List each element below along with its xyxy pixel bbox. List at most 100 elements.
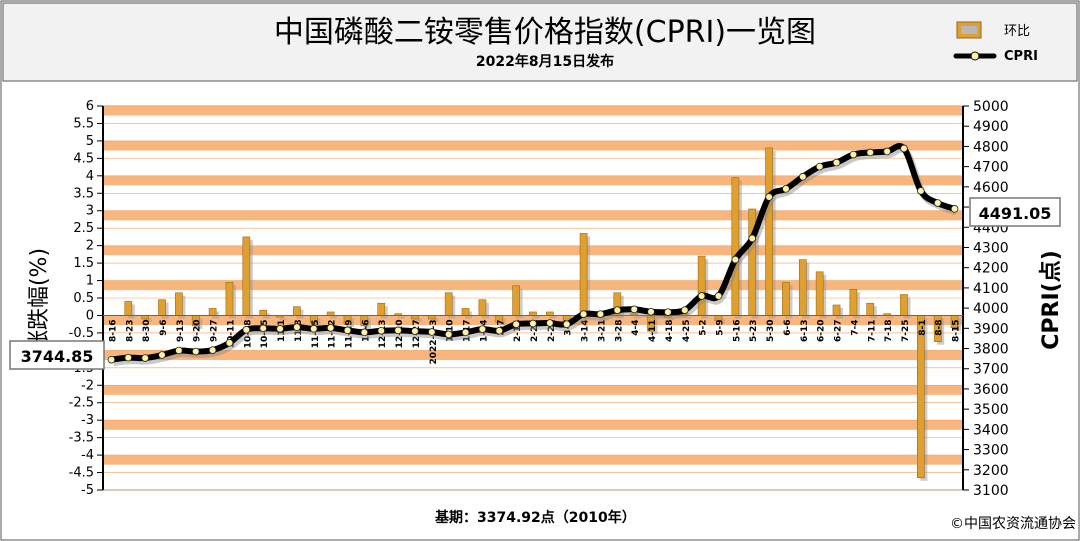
left-axis-tick-label: -2 — [81, 378, 94, 393]
x-tick-label: 2022-1-3 — [429, 319, 439, 364]
bar — [124, 301, 133, 316]
x-tick-label: 3-14 — [581, 319, 591, 342]
right-axis-tick-label: 4900 — [973, 119, 1009, 135]
cpri-line-series — [107, 143, 959, 367]
x-tick-label: 8-15 — [952, 319, 962, 342]
bar-shadow — [549, 314, 557, 319]
left-axis-tick-label: 3 — [86, 204, 94, 219]
cpri-point — [799, 172, 807, 181]
cpri-point — [546, 319, 554, 327]
bar — [866, 302, 875, 316]
cpri-point — [748, 234, 757, 243]
x-tick-label: 11-8 — [294, 319, 304, 342]
start-value-box — [9, 340, 105, 370]
bar — [917, 315, 925, 479]
right-axis-tick-label: 3400 — [973, 422, 1009, 438]
right-axis-tick-label: 4300 — [973, 240, 1009, 256]
left-axis-tick-label: 0 — [86, 308, 94, 323]
grid-band — [103, 280, 963, 291]
bar-shadow — [599, 318, 607, 321]
right-axis-tick-label: 3900 — [973, 321, 1009, 337]
legend-bar-swatch-inner — [961, 26, 977, 34]
x-tick-label: 8-30 — [142, 319, 152, 342]
grid-bands — [103, 105, 963, 491]
bar-shadow — [667, 318, 675, 321]
left-axis-tick-label: -3 — [81, 413, 94, 428]
grid-band — [103, 210, 963, 221]
right-axis-tick-label: 3500 — [973, 402, 1009, 418]
left-axis-tick-label: -2.5 — [69, 396, 94, 411]
cpri-point — [225, 339, 234, 347]
left-axis-tick-label: 5.5 — [73, 116, 94, 131]
cpri-point — [697, 292, 706, 300]
cpri-point — [326, 324, 335, 332]
legend-line-marker — [970, 51, 980, 61]
bar — [900, 294, 908, 316]
bar — [208, 308, 217, 316]
bar-shadow — [431, 318, 439, 322]
cpri-point — [293, 323, 301, 331]
x-tick-label: 7-4 — [850, 319, 860, 335]
bar — [832, 304, 841, 316]
cpri-point — [933, 199, 942, 207]
x-tick-label: 5-2 — [699, 319, 709, 335]
cpri-point — [107, 355, 116, 364]
bar-shadow — [279, 318, 287, 321]
x-tick-label: 3-7 — [564, 319, 574, 335]
right-axis-title: CPRI(点) — [1038, 250, 1064, 350]
cpri-point — [782, 185, 790, 193]
x-tick-label: 2-28 — [547, 319, 557, 342]
cpri-point — [866, 148, 875, 157]
x-tick-label: 11-22 — [328, 319, 338, 348]
start-value-label: 3744.85 — [21, 347, 94, 366]
cpri-point — [141, 354, 149, 362]
bar — [529, 311, 537, 316]
cpri-point — [444, 330, 453, 339]
cpri-point — [613, 306, 622, 314]
x-tick-label: 10-11 — [226, 319, 236, 348]
x-tick-label: 5-9 — [715, 319, 725, 335]
bar-shadow — [717, 318, 726, 324]
cpri-point — [647, 307, 655, 316]
cpri-point — [259, 324, 267, 333]
left-axis-tick-label: 4.5 — [73, 151, 94, 166]
right-axis-tick-label: 5000 — [973, 99, 1009, 115]
left-axis-tick-label: -4.5 — [69, 466, 94, 481]
cpri-point — [158, 351, 166, 359]
x-tick-label: 9-13 — [176, 319, 186, 342]
x-tick-label: 3-21 — [597, 319, 607, 342]
legend-line-label: CPRI — [1004, 49, 1038, 64]
x-tick-label: 9-27 — [210, 319, 220, 342]
right-axis-tick-label: 4800 — [973, 139, 1009, 155]
bar-shadow — [397, 316, 405, 319]
left-axis-tick-label: -0.5 — [69, 326, 94, 341]
x-tick-label: 5-23 — [749, 319, 759, 342]
x-tick-label: 7-18 — [884, 319, 894, 342]
end-value-box — [969, 197, 1061, 227]
bar-shadow — [684, 316, 692, 319]
bar — [461, 308, 470, 316]
x-tick-label: 4-4 — [631, 319, 641, 335]
grid-band — [103, 350, 963, 360]
x-tick-label: 4-25 — [682, 319, 692, 342]
right-axis-tick-label: 4100 — [973, 281, 1009, 297]
x-tick-label: 2-21 — [530, 319, 540, 342]
right-axis-tick-label: 4600 — [973, 180, 1009, 196]
right-axis-tick-label: 3100 — [973, 483, 1009, 499]
cpri-point — [343, 326, 352, 335]
right-axis-tick-label: 3700 — [973, 362, 1009, 378]
chart-subtitle: 2022年8月15日发布 — [476, 53, 614, 70]
x-tick-label: 2-14 — [513, 319, 523, 342]
x-tick-label: 1-10 — [446, 319, 456, 342]
cpri-point — [242, 325, 251, 334]
grid-band — [103, 140, 963, 151]
cpri-point — [900, 144, 908, 153]
header-panel — [2, 2, 1078, 82]
right-axis-tick-label: 3200 — [973, 463, 1009, 479]
right-axis-tick-label: 3300 — [973, 443, 1009, 459]
x-tick-label: 8-16 — [108, 319, 118, 342]
left-axis-tick-label: 5 — [86, 134, 94, 149]
base-period-text: 基期：3374.92点（2010年） — [435, 509, 636, 526]
bar — [512, 285, 520, 316]
right-axis-tick-label: 4000 — [973, 301, 1009, 317]
